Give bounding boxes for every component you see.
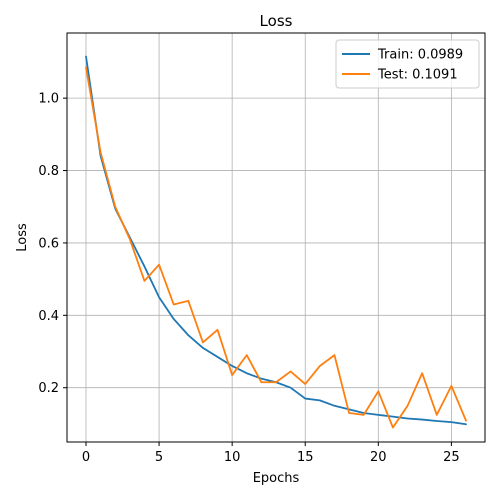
x-axis-label: Epochs bbox=[253, 471, 300, 486]
chart-title: Loss bbox=[260, 12, 293, 30]
legend: Train: 0.0989 Test: 0.1091 bbox=[335, 39, 480, 89]
x-tick-label: 10 bbox=[224, 450, 241, 465]
series-line-test bbox=[85, 66, 467, 429]
x-tick-label: 15 bbox=[297, 450, 314, 465]
tick-layer: 0 5 10 15 20 25 0.2 0.4 0.6 0.8 1.0 bbox=[38, 92, 459, 465]
y-axis-label: Loss bbox=[15, 223, 30, 252]
y-tick-label: 0.2 bbox=[38, 381, 59, 396]
y-tick-label: 0.4 bbox=[38, 309, 59, 324]
y-tick-label: 0.8 bbox=[38, 164, 59, 179]
y-tick-label: 1.0 bbox=[38, 92, 59, 107]
x-tick-label: 5 bbox=[155, 450, 163, 465]
plot-frame bbox=[66, 32, 486, 443]
grid-layer bbox=[67, 33, 485, 442]
x-tick-label: 0 bbox=[82, 450, 90, 465]
legend-label-test: Test: 0.1091 bbox=[377, 68, 458, 83]
x-tick-label: 20 bbox=[370, 450, 387, 465]
series-layer bbox=[85, 55, 467, 429]
legend-box bbox=[335, 39, 480, 89]
x-tick-label: 25 bbox=[443, 450, 460, 465]
y-tick-label: 0.6 bbox=[38, 236, 59, 251]
legend-label-train: Train: 0.0989 bbox=[377, 48, 463, 63]
